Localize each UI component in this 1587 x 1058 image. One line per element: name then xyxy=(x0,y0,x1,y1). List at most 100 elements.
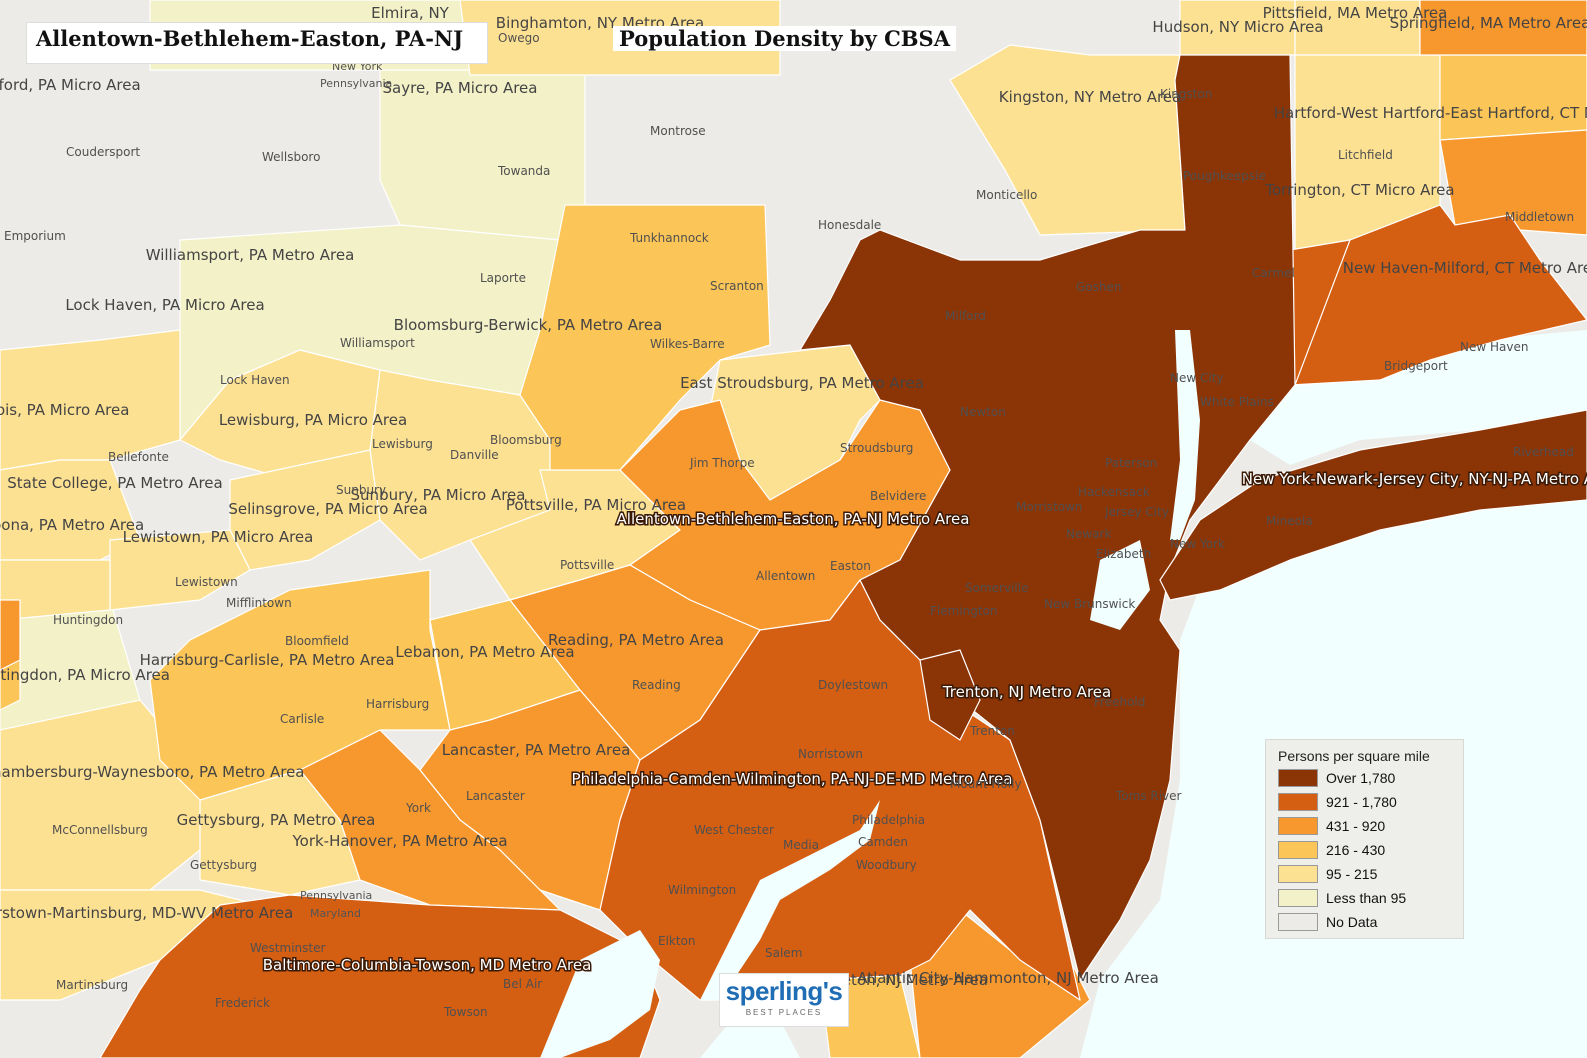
city-label: Riverhead xyxy=(1513,445,1574,459)
region-label: Elmira, NY xyxy=(371,4,450,22)
regions-921-1780 xyxy=(99,204,1587,1058)
city-label: Norristown xyxy=(798,747,863,761)
region-label: Hartford-West Hartford-East Hartford, CT… xyxy=(1274,104,1587,122)
city-label: Lock Haven xyxy=(220,373,290,387)
region-label: Williamsport, PA Metro Area xyxy=(146,246,355,264)
city-label: Mount Holly xyxy=(950,777,1022,791)
region-label: State College, PA Metro Area xyxy=(7,474,222,492)
city-label: Pottsville xyxy=(560,558,614,572)
city-label: Carlisle xyxy=(280,712,324,726)
city-label: Bloomfield xyxy=(285,634,349,648)
city-label: Danville xyxy=(450,448,499,462)
city-label: Lewisburg xyxy=(372,437,433,451)
city-label: Stroudsburg xyxy=(840,441,913,455)
sperlings-logo[interactable]: sperling's BEST PLACES xyxy=(719,973,849,1027)
city-label: Tunkhannock xyxy=(629,231,709,245)
legend-swatch xyxy=(1278,769,1318,787)
region-label: East Stroudsburg, PA Metro Area xyxy=(680,374,924,392)
legend-swatch xyxy=(1278,865,1318,883)
legend-item: 95 - 215 xyxy=(1278,864,1377,884)
region-label: Lancaster, PA Metro Area xyxy=(442,741,631,759)
region-label: Bloomsburg-Berwick, PA Metro Area xyxy=(394,316,663,334)
city-label: Newton xyxy=(960,405,1006,419)
city-label: Mineola xyxy=(1266,514,1313,528)
city-label: Towson xyxy=(443,1005,488,1019)
city-label: Harrisburg xyxy=(366,697,429,711)
city-label: Montrose xyxy=(650,124,706,138)
city-label: Owego xyxy=(498,31,540,45)
region-label: Bradford, PA Micro Area xyxy=(0,76,141,94)
city-label: Trenton xyxy=(969,724,1015,738)
city-labels: Coudersport Wellsboro Towanda Montrose E… xyxy=(4,31,1574,1019)
region-label-highlight: Allentown-Bethlehem-Easton, PA-NJ Metro … xyxy=(617,510,970,528)
map-title-subject: Population Density by CBSA xyxy=(613,26,957,51)
city-label: Frederick xyxy=(215,996,270,1010)
city-label: Coudersport xyxy=(66,145,140,159)
city-label: Lewistown xyxy=(175,575,238,589)
city-label: Bloomsburg xyxy=(490,433,562,447)
city-label: Bridgeport xyxy=(1384,359,1448,373)
region-label: Hudson, NY Micro Area xyxy=(1152,18,1323,36)
legend-label: 921 - 1,780 xyxy=(1326,794,1397,810)
city-label: Milford xyxy=(945,309,986,323)
city-label: Belvidere xyxy=(870,489,926,503)
city-label: Honesdale xyxy=(818,218,881,232)
title-box xyxy=(26,22,488,64)
city-label: York xyxy=(405,801,431,815)
legend-item: No Data xyxy=(1278,912,1377,932)
city-label: New City xyxy=(1170,371,1224,385)
region-label-highlight: Philadelphia-Camden-Wilmington, PA-NJ-DE… xyxy=(572,770,1013,788)
region-label: Torrington, CT Micro Area xyxy=(1264,181,1454,199)
legend-label: 431 - 920 xyxy=(1326,818,1386,834)
region-label: Chambersburg-Waynesboro, PA Metro Area xyxy=(0,763,304,781)
city-label: Toms River xyxy=(1115,789,1182,803)
region-label: Pottsville, PA Micro Area xyxy=(506,496,686,514)
legend-label: Over 1,780 xyxy=(1326,770,1396,786)
legend-swatch xyxy=(1278,841,1318,859)
city-label: Scranton xyxy=(710,279,764,293)
map-title-place: Allentown-Bethlehem-Easton, PA-NJ xyxy=(36,26,464,51)
region-label: DuBois, PA Micro Area xyxy=(0,401,129,419)
legend-label: No Data xyxy=(1326,914,1378,930)
city-label: Towanda xyxy=(497,164,550,178)
city-label: Media xyxy=(783,838,819,852)
city-label: Gettysburg xyxy=(190,858,257,872)
state-label: Maryland xyxy=(310,907,361,920)
city-label: Monticello xyxy=(976,188,1037,202)
city-label: Sunbury xyxy=(336,483,386,497)
legend-item: Over 1,780 xyxy=(1278,768,1395,788)
city-label: Elizabeth xyxy=(1096,547,1151,561)
city-label: Elkton xyxy=(658,934,696,948)
city-label: Wilmington xyxy=(668,883,736,897)
region-labels: Bradford, PA Micro Area Sayre, PA Micro … xyxy=(0,4,1587,989)
legend-label: 216 - 430 xyxy=(1326,842,1386,858)
logo-tagline: BEST PLACES xyxy=(745,1008,823,1017)
city-label: Westminster xyxy=(250,941,325,955)
city-label: Freehold xyxy=(1094,695,1145,709)
long-island-sound xyxy=(1250,330,1587,465)
region-label: Pittsfield, MA Metro Area xyxy=(1263,4,1448,22)
region-label: Lewistown, PA Micro Area xyxy=(123,528,314,546)
city-label: Easton xyxy=(830,559,871,573)
region-label-highlight: New York-Newark-Jersey City, NY-NJ-PA Me… xyxy=(1242,470,1587,488)
legend-title: Persons per square mile xyxy=(1278,748,1430,764)
city-label: Newark xyxy=(1066,527,1111,541)
region-label: Sayre, PA Micro Area xyxy=(383,79,538,97)
legend-swatch xyxy=(1278,817,1318,835)
region-label: Hagerstown-Martinsburg, MD-WV Metro Area xyxy=(0,904,293,922)
regions-over-1780 xyxy=(799,54,1587,981)
city-label: Wellsboro xyxy=(262,150,320,164)
region-label: Reading, PA Metro Area xyxy=(548,631,724,649)
city-label: New York xyxy=(1170,537,1225,551)
state-label: Pennsylvania xyxy=(300,889,372,902)
legend: Persons per square mile Over 1,780 921 -… xyxy=(1265,739,1464,939)
city-label: Flemington xyxy=(930,604,998,618)
state-label: Pennsylvania xyxy=(320,77,392,90)
city-label: Carmel xyxy=(1252,266,1295,280)
city-label: Salem xyxy=(765,946,802,960)
regions-216-430 xyxy=(0,54,1587,1058)
legend-label: Less than 95 xyxy=(1326,890,1407,906)
region-label: Sunbury, PA Micro Area xyxy=(351,486,526,504)
